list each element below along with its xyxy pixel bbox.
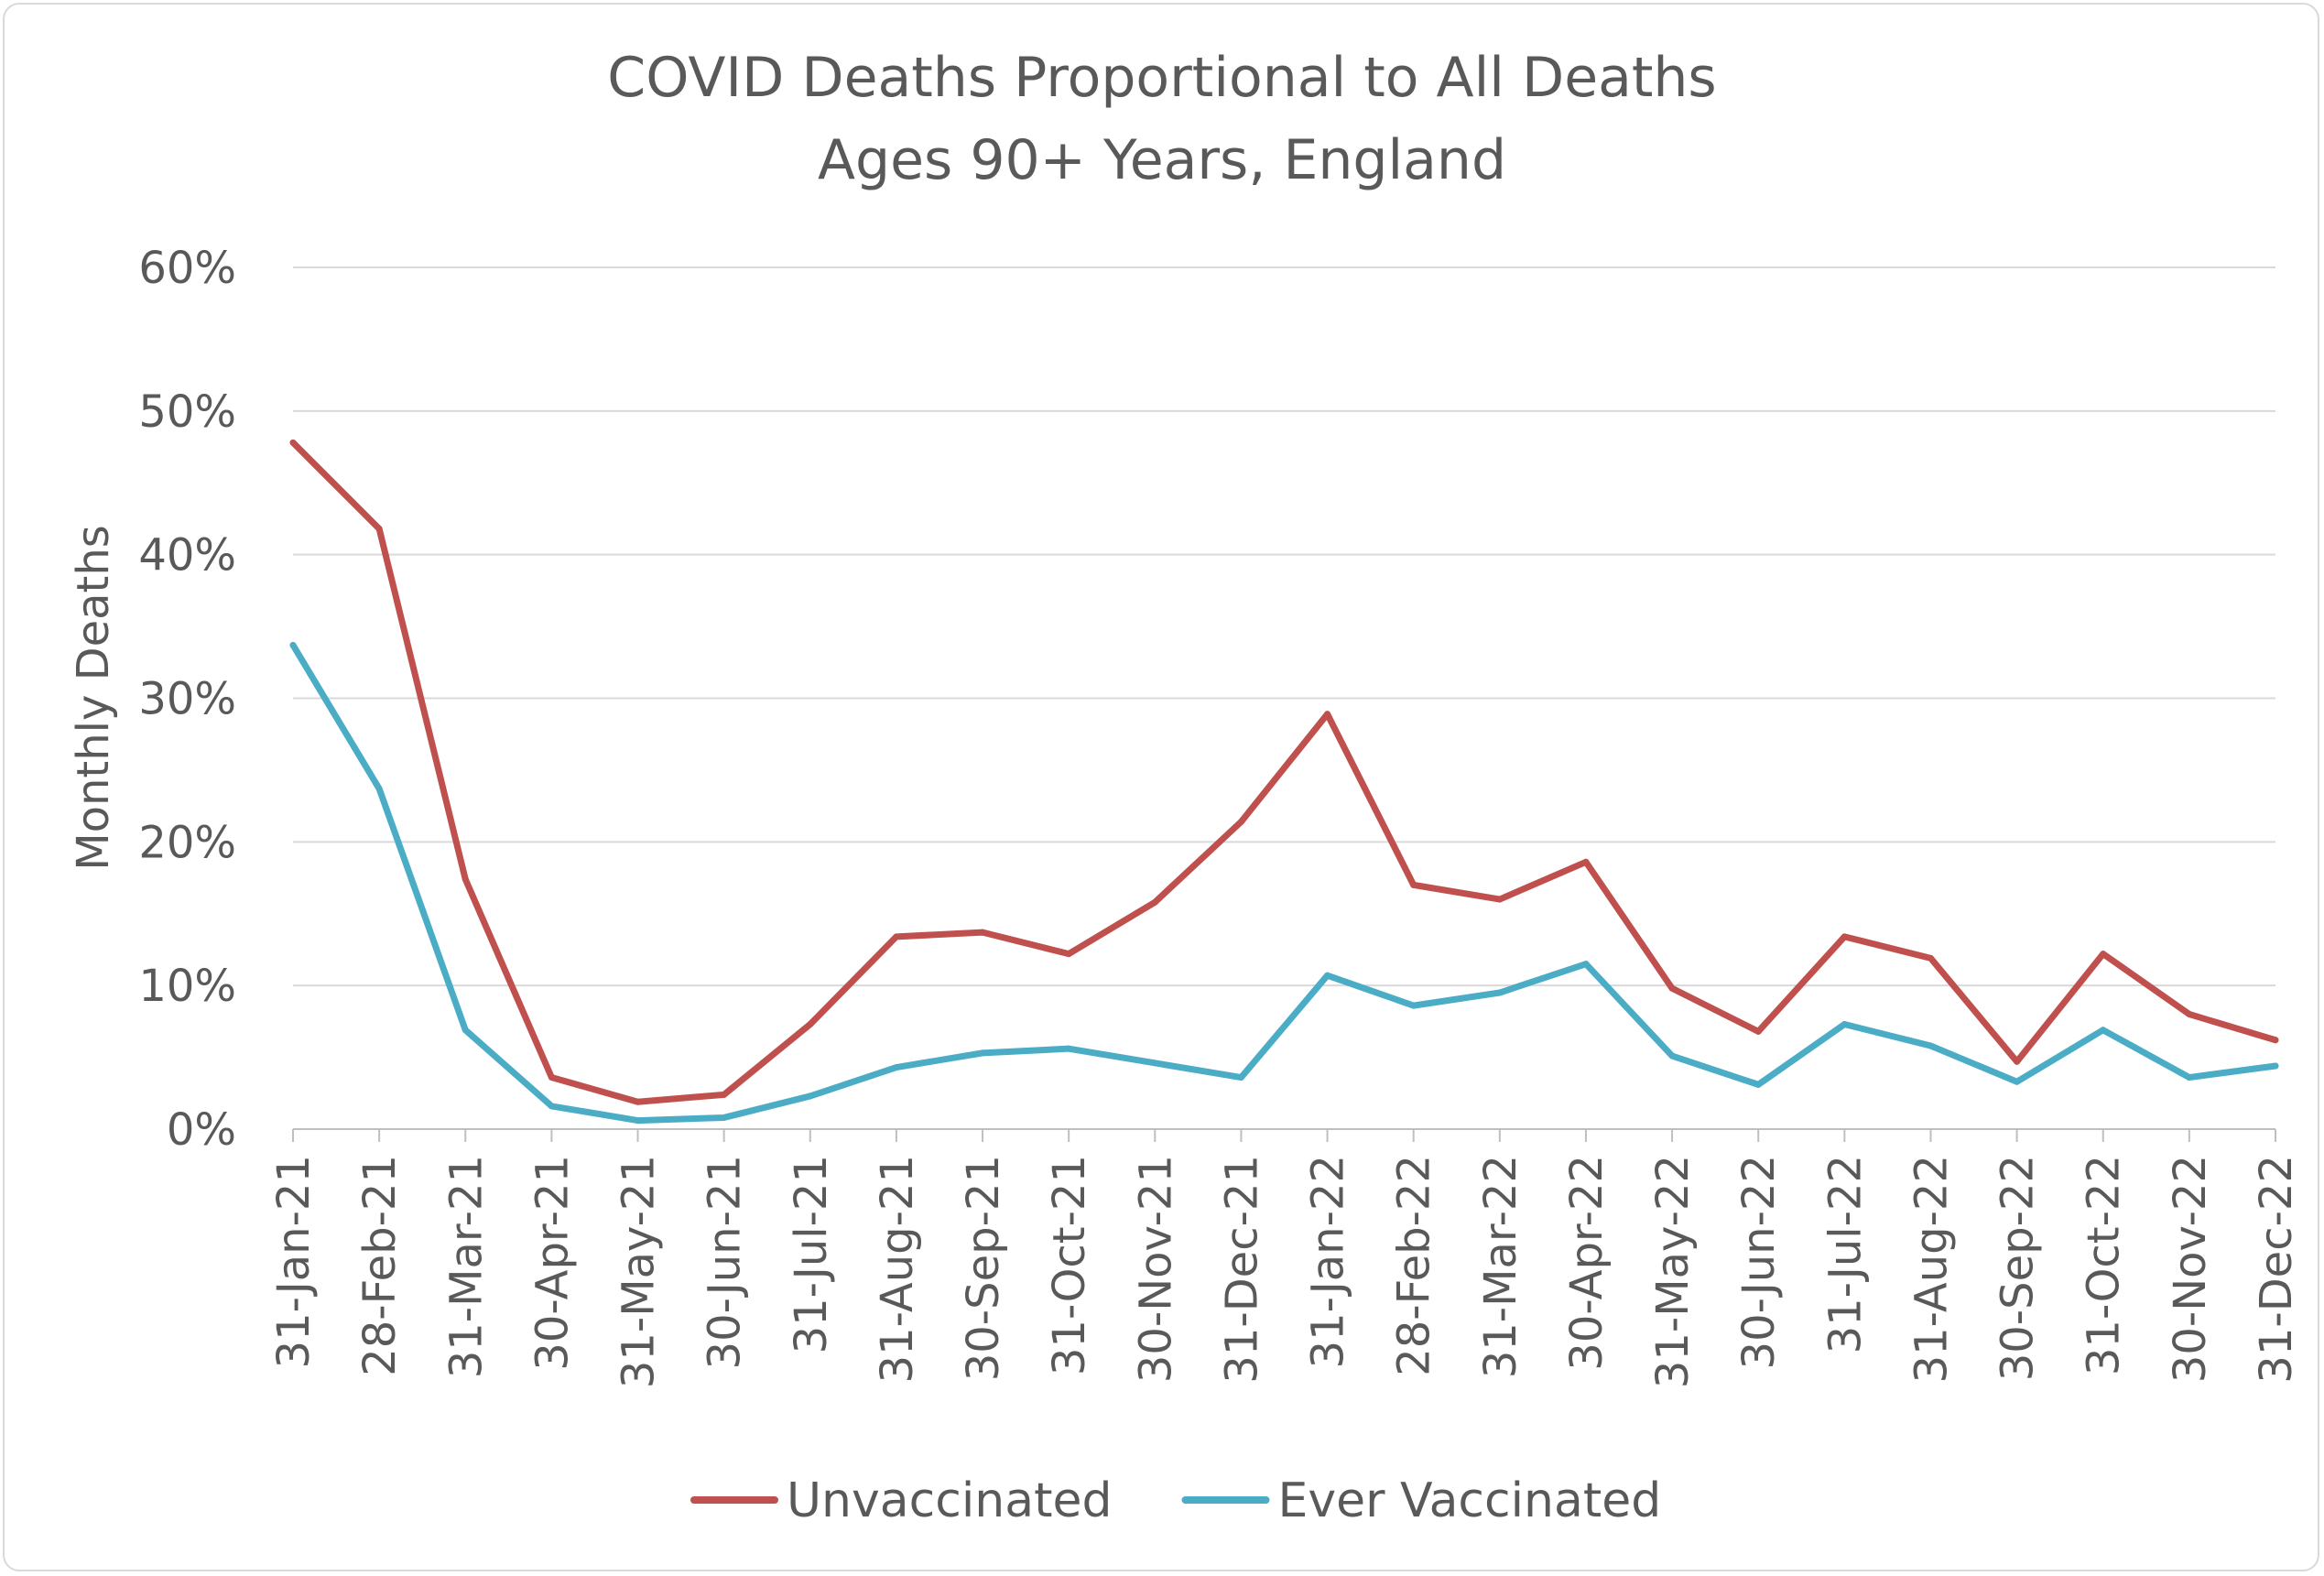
chart-title: COVID Deaths Proportional to All Deaths bbox=[607, 46, 1716, 110]
legend-label: Unvaccinated bbox=[787, 1473, 1113, 1528]
legend-item: Ever Vaccinated bbox=[1181, 1473, 1662, 1528]
data-point bbox=[548, 1074, 555, 1081]
x-tick-label: 30-Jun-22 bbox=[1733, 1155, 1785, 1369]
chart-frame bbox=[3, 3, 2319, 1571]
x-tick-label: 31-Mar-21 bbox=[440, 1155, 492, 1378]
data-point bbox=[1927, 1042, 1934, 1049]
data-point bbox=[1151, 1060, 1158, 1067]
series-2 bbox=[289, 641, 2279, 1125]
y-tick-label: 30% bbox=[138, 674, 236, 725]
x-tick-label: 30-Sep-22 bbox=[1993, 1155, 2044, 1381]
data-point bbox=[375, 785, 383, 792]
data-point bbox=[1151, 898, 1158, 906]
data-point bbox=[1065, 1045, 1072, 1052]
data-point bbox=[1668, 1052, 1676, 1060]
data-point bbox=[2014, 1078, 2021, 1085]
y-tick-label: 50% bbox=[138, 386, 236, 438]
data-point bbox=[1927, 954, 1934, 962]
data-point bbox=[2014, 1058, 2021, 1065]
data-point bbox=[1410, 881, 1417, 888]
x-tick-label: 31-Oct-21 bbox=[1044, 1155, 1095, 1375]
data-point bbox=[548, 1103, 555, 1110]
series-layer bbox=[289, 439, 2279, 1125]
x-tick-label: 31-May-22 bbox=[1647, 1155, 1699, 1388]
x-tick-label: 30-Apr-21 bbox=[527, 1155, 578, 1371]
legend-label: Ever Vaccinated bbox=[1278, 1473, 1662, 1528]
data-point bbox=[1582, 961, 1590, 968]
data-point bbox=[1496, 896, 1504, 903]
data-point bbox=[2272, 1037, 2279, 1044]
data-point bbox=[1324, 711, 1331, 718]
data-point bbox=[2100, 1027, 2107, 1034]
series-line bbox=[289, 439, 2279, 1105]
x-tick-label: 30-Sep-21 bbox=[958, 1155, 1009, 1381]
data-point bbox=[1668, 984, 1676, 992]
data-point bbox=[635, 1098, 642, 1105]
y-axis-title: Monthly Deaths bbox=[68, 525, 119, 871]
data-point bbox=[1754, 1081, 1762, 1088]
data-point bbox=[289, 439, 297, 446]
x-tick-label: 31-Aug-21 bbox=[872, 1155, 923, 1383]
data-point bbox=[893, 1064, 900, 1071]
data-point bbox=[289, 641, 297, 648]
x-tick-label: 31-Jul-21 bbox=[786, 1155, 837, 1353]
data-point bbox=[721, 1114, 728, 1121]
data-point bbox=[979, 929, 986, 936]
chart-subtitle: Ages 90+ Years, England bbox=[818, 128, 1506, 192]
y-tick-label: 20% bbox=[138, 817, 236, 868]
x-tick-label: 28-Feb-21 bbox=[354, 1155, 406, 1376]
data-point bbox=[1237, 818, 1244, 825]
data-point bbox=[1841, 1021, 1848, 1028]
x-tick-label: 31-Dec-21 bbox=[1216, 1155, 1267, 1384]
data-point bbox=[462, 875, 469, 883]
x-tick-label: 28-Feb-22 bbox=[1389, 1155, 1440, 1376]
x-tick-label: 31-Mar-22 bbox=[1475, 1155, 1526, 1378]
series-line bbox=[289, 641, 2279, 1125]
data-point bbox=[1410, 1002, 1417, 1009]
data-point bbox=[979, 1049, 986, 1057]
data-point bbox=[462, 1027, 469, 1034]
y-tick-label: 10% bbox=[138, 961, 236, 1012]
data-point bbox=[807, 1021, 814, 1028]
x-tick-label: 30-Nov-21 bbox=[1130, 1155, 1181, 1383]
data-point bbox=[1841, 933, 1848, 940]
x-tick-label: 31-Oct-22 bbox=[2079, 1155, 2130, 1375]
x-tick-label: 31-May-21 bbox=[614, 1155, 665, 1388]
x-tick-label: 30-Apr-22 bbox=[1561, 1155, 1613, 1371]
x-tick-label: 31-Jan-22 bbox=[1303, 1155, 1354, 1368]
y-tick-label: 40% bbox=[138, 530, 236, 581]
data-point bbox=[721, 1091, 728, 1098]
y-tick-label: 60% bbox=[138, 243, 236, 294]
data-point bbox=[893, 933, 900, 940]
y-tick-label: 0% bbox=[167, 1104, 236, 1156]
data-point bbox=[375, 525, 383, 532]
data-point bbox=[1065, 951, 1072, 958]
series-1 bbox=[289, 439, 2279, 1105]
data-point bbox=[1237, 1074, 1244, 1081]
data-point bbox=[635, 1117, 642, 1125]
data-point bbox=[1582, 858, 1590, 865]
data-point bbox=[2272, 1062, 2279, 1070]
x-tick-label: 30-Jun-21 bbox=[700, 1155, 751, 1369]
x-tick-label: 30-Nov-22 bbox=[2165, 1155, 2216, 1383]
x-tick-label: 31-Jul-22 bbox=[1819, 1155, 1871, 1353]
gridlines bbox=[293, 266, 2275, 1130]
x-tick-label: 31-Jan-21 bbox=[268, 1155, 320, 1368]
legend: Unvaccinated Ever Vaccinated bbox=[690, 1473, 1662, 1528]
x-tick-label: 31-Aug-22 bbox=[1906, 1155, 1957, 1383]
data-point bbox=[2186, 1011, 2193, 1018]
legend-item: Unvaccinated bbox=[690, 1473, 1113, 1528]
data-point bbox=[807, 1092, 814, 1100]
data-point bbox=[2100, 951, 2107, 958]
data-point bbox=[1324, 972, 1331, 979]
data-point bbox=[1496, 989, 1504, 996]
y-axis-ticks: 0% 10% 20% 30% 40% 50% 60% bbox=[138, 243, 236, 1156]
x-axis: 31-Jan-21 28-Feb-21 31-Mar-21 30-Apr-21 31-M… bbox=[268, 1128, 2302, 1388]
data-point bbox=[2186, 1074, 2193, 1081]
x-tick-label: 31-Dec-22 bbox=[2251, 1155, 2302, 1384]
data-point bbox=[1754, 1027, 1762, 1035]
